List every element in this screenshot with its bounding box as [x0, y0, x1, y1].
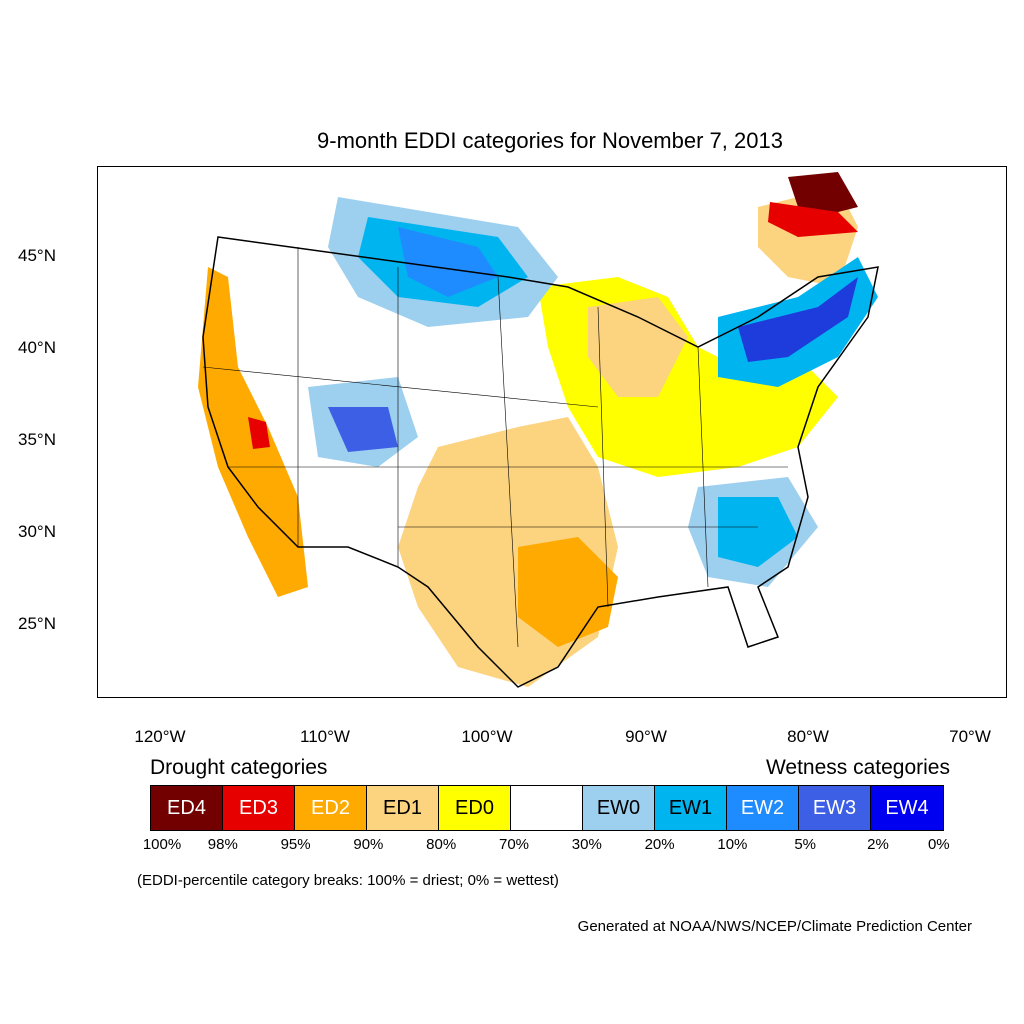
legend-swatch-ew1: EW1: [655, 786, 727, 830]
state-border-lines: [202, 247, 788, 648]
legend-break-label: 70%: [498, 836, 530, 853]
legend-break-label: 30%: [571, 836, 602, 853]
legend-break-label: 10%: [717, 836, 748, 853]
legend-break-label: 90%: [353, 836, 384, 853]
ew2-region-northern-plains: [398, 227, 498, 297]
legend-swatch-ew0: EW0: [583, 786, 655, 830]
lon-label-110: 110°W: [300, 727, 350, 746]
legend-break-label: 80%: [426, 836, 457, 853]
ew4-region-northeast: [738, 277, 858, 362]
ed4-region-quebec: [788, 172, 858, 217]
legend-swatch-ed3: ED3: [223, 786, 295, 830]
lon-label-100: 100°W: [461, 727, 513, 746]
legend-swatch-ew3: EW3: [799, 786, 871, 830]
drought-categories-heading: Drought categories: [150, 756, 328, 779]
ed2-region-texas: [518, 537, 618, 647]
lon-label-120: 120°W: [134, 727, 186, 746]
legend-break-label: 2%: [867, 836, 889, 853]
legend-swatch-neutral: [511, 786, 583, 830]
ew2-region-colorado: [328, 407, 398, 452]
lat-label-25: 25°N: [18, 614, 56, 633]
legend-swatch-ew4: EW4: [871, 786, 943, 830]
lat-label-45: 45°N: [18, 246, 56, 265]
credit-line: Generated at NOAA/NWS/NCEP/Climate Predi…: [577, 918, 972, 935]
lon-label-90: 90°W: [625, 727, 667, 746]
conus-map: [98, 167, 1006, 697]
legend-break-label: 95%: [280, 836, 311, 853]
legend-swatch-ed1: ED1: [367, 786, 439, 830]
legend-color-bar: ED4 ED3 ED2 ED1 ED0 EW0 EW1 EW2 EW3 EW4: [150, 785, 944, 831]
lat-label-40: 40°N: [18, 338, 56, 357]
ed3-pocket-nevada: [248, 417, 270, 449]
wetness-categories-heading: Wetness categories: [765, 756, 950, 779]
ew1-region-southeast: [718, 497, 798, 567]
legend-break-label: 20%: [644, 836, 675, 853]
ed1-region-great-lakes: [588, 297, 688, 397]
legend-break-label: 98%: [207, 836, 238, 853]
legend-break-label: 0%: [927, 836, 950, 853]
ed3-region-quebec: [768, 202, 858, 237]
lon-label-70: 70°W: [949, 727, 991, 746]
lon-label-80: 80°W: [787, 727, 829, 746]
legend-swatch-ed2: ED2: [295, 786, 367, 830]
legend-break-label: 100%: [142, 836, 182, 853]
map-frame: [97, 166, 1007, 698]
legend-swatch-ed0: ED0: [439, 786, 511, 830]
lat-label-35: 35°N: [18, 430, 56, 449]
legend-swatch-ed4: ED4: [151, 786, 223, 830]
legend-break-label: 5%: [794, 836, 817, 853]
lat-label-30: 30°N: [18, 522, 56, 541]
legend-swatch-ew2: EW2: [727, 786, 799, 830]
category-breaks-note: (EDDI-percentile category breaks: 100% =…: [137, 872, 559, 889]
map-title: 9-month EDDI categories for November 7, …: [317, 128, 783, 153]
